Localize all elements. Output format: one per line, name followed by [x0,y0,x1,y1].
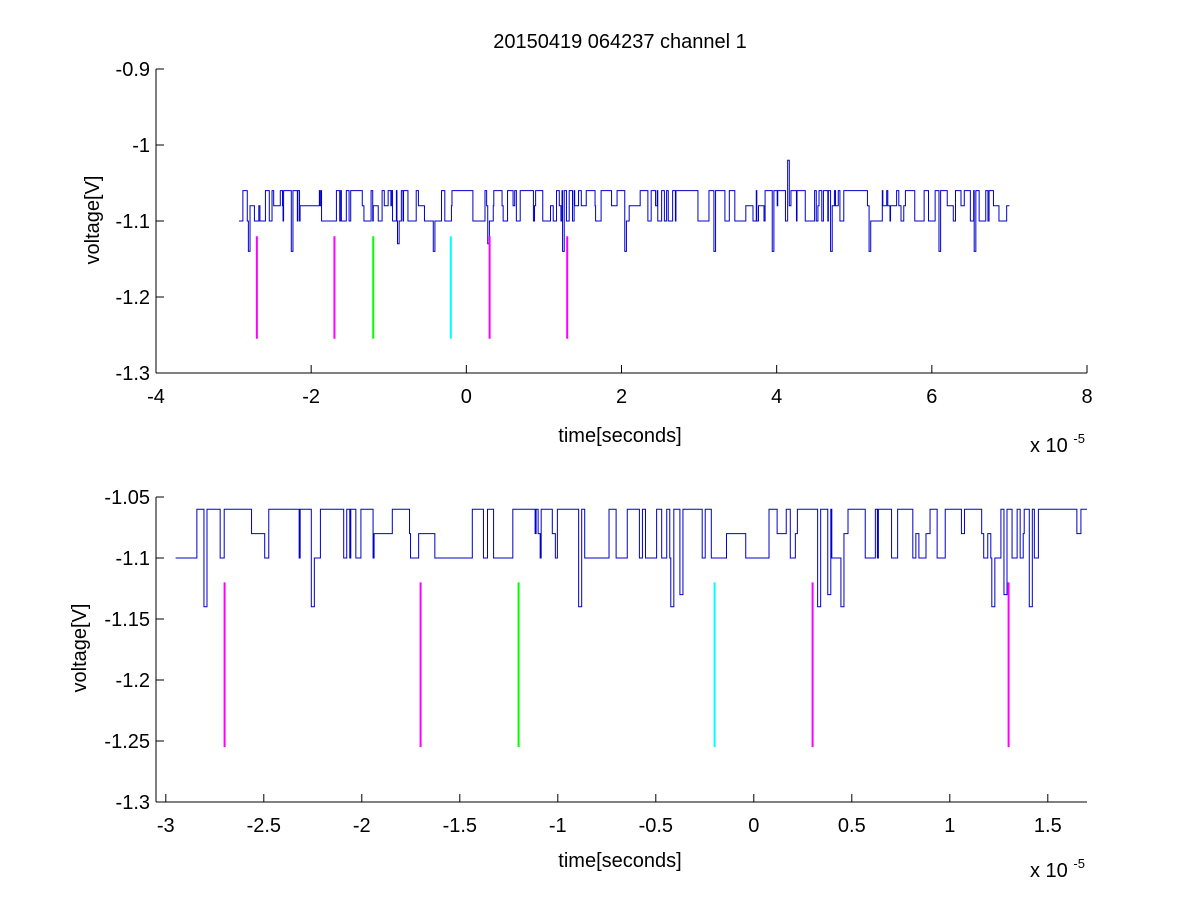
x-tick-label: 0 [748,815,759,837]
x-tick-label: 8 [1081,386,1092,408]
tick-group: -4 -2 0 2 4 6 8 -1.3 -1.2 -1.1 -1 -0.9 [116,59,1093,408]
x-exponent-base: x 10 [1030,860,1068,882]
y-tick-label: -1.1 [116,548,150,570]
x-tick-label: -2 [302,386,320,408]
x-exponent-label: x 10 -5 [1030,431,1085,457]
y-tick-label: -1 [132,135,150,157]
x-exponent-label: x 10 -5 [1030,856,1085,882]
y-tick-label: -1.3 [116,792,150,814]
x-tick-label: -0.5 [639,815,673,837]
x-axis-label: time[seconds] [558,850,681,872]
chart-panel-top: -4 -2 0 2 4 6 8 -1.3 -1.2 -1.1 -1 -0.9 time[seconds… [82,59,1093,457]
y-tick-label: -0.9 [116,59,150,81]
marker-group [223,582,1010,748]
x-tick-label: -1 [549,815,567,837]
signal-trace-group [239,159,1010,252]
x-tick-label: 6 [926,386,937,408]
chart-panel-bottom: -3 -2.5 -2 -1.5 -1 -0.5 0 0.5 1 1.5 -1.3 -1.25 -1.2 -… [69,487,1087,882]
y-tick-label: -1.1 [116,211,150,233]
x-exponent-power: -5 [1073,856,1085,871]
y-tick-label: -1.25 [104,731,150,753]
axes-group [155,69,1087,374]
signal-trace [239,159,1010,252]
x-exponent-base: x 10 [1030,435,1068,457]
axes-group [155,497,1087,803]
signal-trace-group [175,508,1087,608]
tick-group: -3 -2.5 -2 -1.5 -1 -0.5 0 0.5 1 1.5 -1.3 -1.25 -1.2 -… [104,487,1061,837]
y-axis-label: voltage[V] [82,176,104,265]
x-tick-label: 0.5 [838,815,866,837]
x-tick-label: -1.5 [443,815,477,837]
y-tick-label: -1.05 [104,487,150,509]
y-tick-label: -1.2 [116,670,150,692]
x-tick-label: 1 [944,815,955,837]
marker-group [255,236,569,339]
x-tick-label: 2 [616,386,627,408]
x-tick-label: -3 [157,815,175,837]
x-tick-label: 1.5 [1034,815,1062,837]
x-tick-label: -4 [147,386,165,408]
x-tick-label: -2 [353,815,371,837]
signal-trace [175,508,1087,608]
x-axis-label: time[seconds] [558,425,681,447]
figure-title: 20150419 064237 channel 1 [493,31,747,53]
x-tick-label: -2.5 [247,815,281,837]
y-tick-label: -1.3 [116,363,150,385]
x-tick-label: 0 [461,386,472,408]
x-exponent-power: -5 [1073,431,1085,446]
y-axis-label: voltage[V] [69,604,91,693]
y-tick-label: -1.2 [116,287,150,309]
x-tick-label: 4 [771,386,782,408]
y-tick-label: -1.15 [104,609,150,631]
